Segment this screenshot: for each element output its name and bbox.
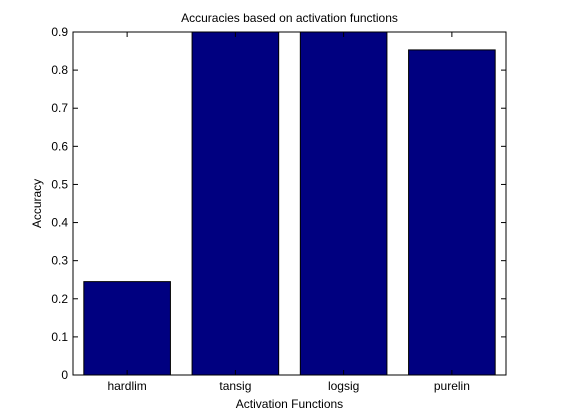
y-tick-label: 0.8 (51, 63, 68, 77)
y-tick-label: 0.5 (51, 177, 68, 191)
axes-box (72, 31, 507, 376)
plot-area: 0 0.1 0.2 0.3 0.4 0.5 0.6 0.7 0.8 0.9 hardlim tansi… (51, 25, 507, 393)
x-tick-label-hardlim: hardlim (107, 379, 146, 393)
y-tick-label: 0.1 (51, 330, 68, 344)
y-tick-label: 0.7 (51, 101, 68, 115)
y-axis-title: Accuracy (30, 179, 44, 228)
y-tick-label: 0.3 (51, 254, 68, 268)
bar-logsig (299, 31, 388, 376)
chart-title: Accuracies based on activation functions (181, 11, 398, 25)
x-tick-label-logsig: logsig (328, 379, 359, 393)
y-tick-label: 0.9 (51, 25, 68, 39)
y-tick-label: 0.4 (51, 216, 68, 230)
x-axis-title: Activation Functions (236, 397, 343, 411)
y-tick-label: 0 (61, 368, 68, 382)
x-tick-label-purelin: purelin (434, 379, 470, 393)
bar-tansig (191, 31, 280, 376)
x-tick-label-tansig: tansig (219, 379, 251, 393)
bar-purelin (408, 49, 496, 376)
y-tick-label: 0.6 (51, 139, 68, 153)
bar-hardlim (83, 281, 171, 376)
y-tick-label: 0.2 (51, 292, 68, 306)
